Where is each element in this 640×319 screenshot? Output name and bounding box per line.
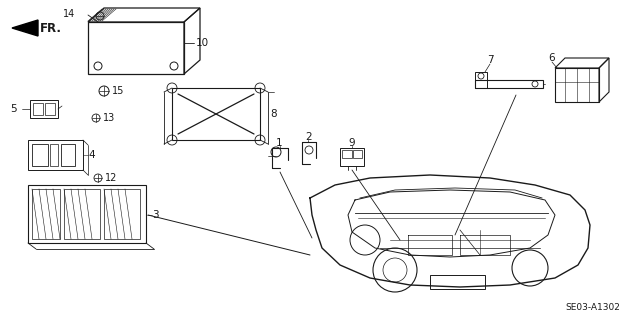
Text: 10: 10 bbox=[196, 38, 209, 48]
Bar bbox=[430, 275, 485, 289]
Text: 6: 6 bbox=[548, 53, 556, 63]
Bar bbox=[32, 144, 48, 166]
Bar bbox=[64, 189, 100, 239]
Bar bbox=[475, 80, 543, 88]
Bar bbox=[45, 103, 55, 115]
Text: 7: 7 bbox=[486, 55, 493, 65]
Text: SE03-A1302: SE03-A1302 bbox=[565, 303, 620, 313]
Bar bbox=[32, 189, 60, 239]
Text: 14: 14 bbox=[63, 9, 76, 19]
Text: 4: 4 bbox=[88, 150, 95, 160]
Text: 2: 2 bbox=[305, 132, 312, 142]
Text: 13: 13 bbox=[103, 113, 115, 123]
Bar bbox=[104, 189, 140, 239]
Bar bbox=[28, 185, 146, 243]
Text: 8: 8 bbox=[270, 109, 276, 119]
Text: 1: 1 bbox=[276, 138, 283, 148]
Bar bbox=[33, 103, 43, 115]
Text: FR.: FR. bbox=[40, 21, 62, 34]
Polygon shape bbox=[12, 20, 38, 36]
Bar bbox=[88, 22, 184, 74]
Bar bbox=[172, 88, 260, 140]
Text: 15: 15 bbox=[112, 86, 124, 96]
Bar bbox=[475, 72, 487, 88]
Bar bbox=[342, 150, 352, 158]
Text: 3: 3 bbox=[152, 210, 159, 220]
Bar bbox=[555, 68, 599, 102]
Bar bbox=[50, 144, 58, 166]
Text: 5: 5 bbox=[10, 104, 17, 114]
Bar bbox=[30, 100, 58, 118]
Bar bbox=[61, 144, 75, 166]
Text: 9: 9 bbox=[348, 138, 355, 148]
Bar bbox=[353, 150, 362, 158]
Text: 12: 12 bbox=[105, 173, 117, 183]
Bar bbox=[340, 148, 364, 166]
Bar bbox=[28, 140, 83, 170]
